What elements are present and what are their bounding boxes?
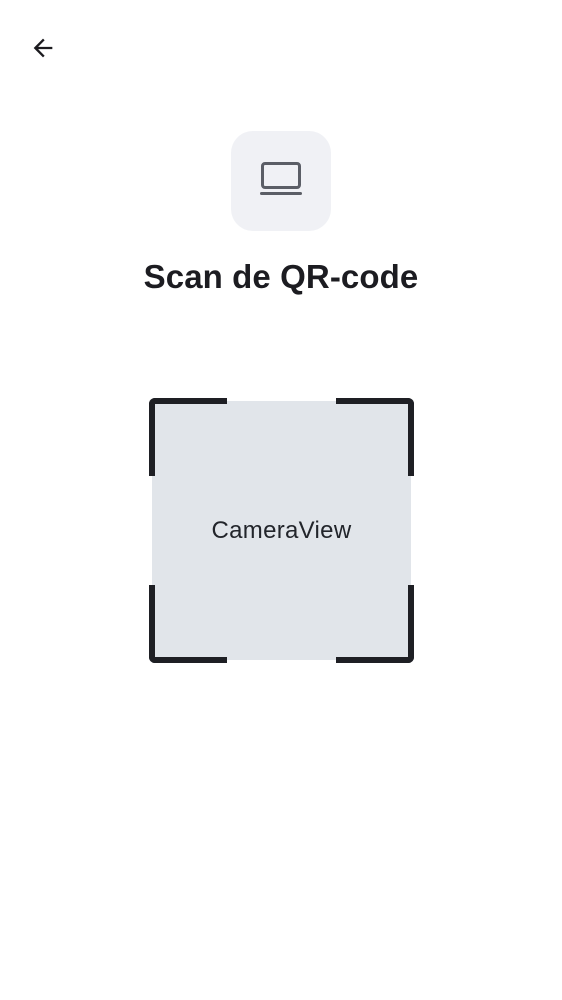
camera-view-label: CameraView (211, 516, 352, 544)
scanner-corner-bottom-right (336, 585, 414, 663)
back-button[interactable] (20, 27, 66, 73)
laptop-icon (257, 155, 305, 208)
camera-view[interactable]: CameraView (152, 401, 411, 660)
scanner-corner-top-left (149, 398, 227, 476)
qr-scanner: CameraView (149, 398, 414, 663)
arrow-left-icon (29, 34, 57, 67)
scanner-corner-top-right (336, 398, 414, 476)
device-tile (231, 131, 331, 231)
scanner-corner-bottom-left (149, 585, 227, 663)
page-title: Scan de QR-code (143, 258, 419, 295)
